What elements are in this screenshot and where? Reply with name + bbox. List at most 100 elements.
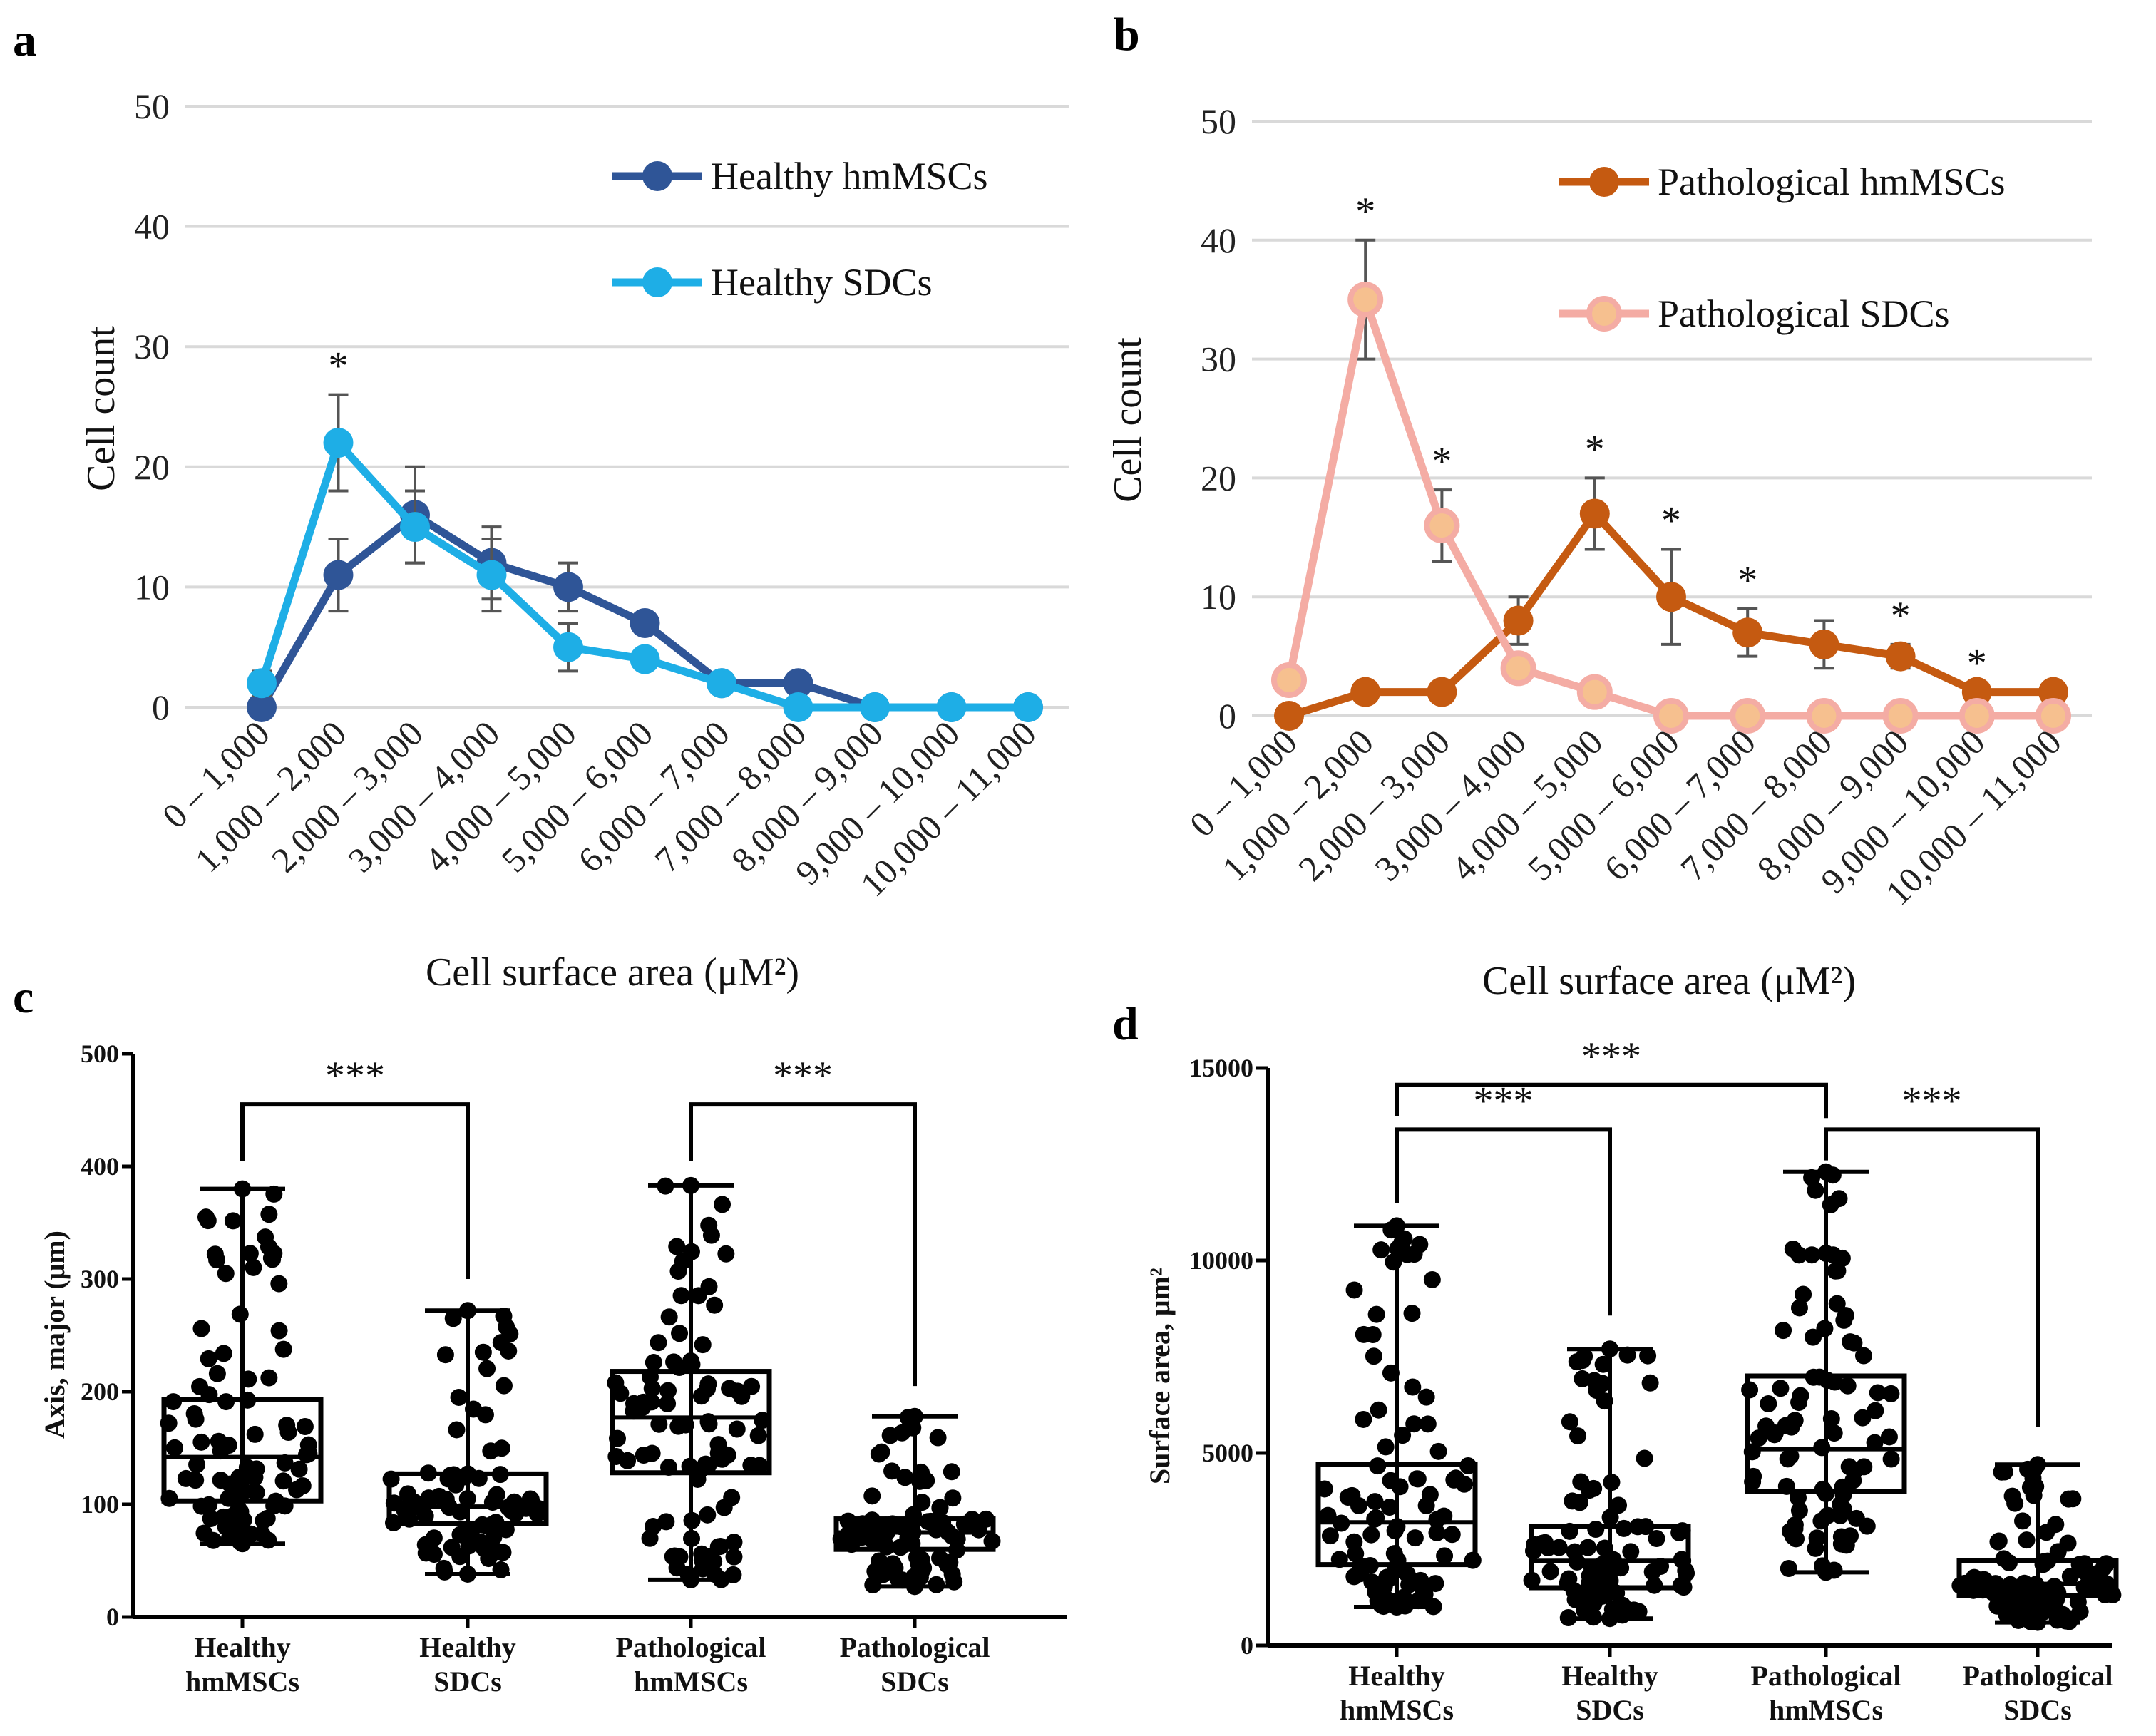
data-point — [1790, 1394, 1808, 1412]
y-tick-label: 100 — [81, 1490, 119, 1519]
data-point — [1550, 1539, 1568, 1556]
legend-label: Healthy SDCs — [711, 261, 933, 304]
data-point — [1366, 1510, 1384, 1528]
y-axis-title: Cell count — [1106, 337, 1150, 503]
box — [610, 1369, 772, 1476]
data-point — [671, 1325, 689, 1342]
panel-label: a — [13, 14, 36, 66]
data-point — [444, 1310, 462, 1327]
data-point — [1855, 1458, 1873, 1476]
x-category-label: SDCs — [881, 1665, 949, 1698]
data-point — [672, 1287, 690, 1305]
data-point — [507, 1505, 525, 1523]
data-point — [1585, 1479, 1603, 1497]
data-point — [1579, 498, 1610, 529]
data-point — [215, 1345, 232, 1362]
data-point — [1535, 1536, 1553, 1554]
data-point — [723, 1489, 741, 1506]
data-point — [1610, 1496, 1628, 1514]
data-point — [936, 692, 967, 722]
series-2: Healthy SDCs — [247, 261, 1043, 722]
data-point — [1427, 677, 1457, 707]
y-tick-label: 0 — [1241, 1631, 1253, 1660]
data-point — [883, 1462, 901, 1480]
x-category-label: hmMSCs — [634, 1665, 748, 1698]
data-point — [1564, 1492, 1581, 1510]
data-point — [553, 572, 583, 602]
data-point — [1845, 1334, 1863, 1352]
data-point — [1372, 1241, 1390, 1259]
data-point — [650, 1415, 668, 1433]
data-point — [1782, 1418, 1800, 1436]
data-point — [1832, 1535, 1850, 1553]
data-point — [270, 1322, 288, 1340]
x-category-label: hmMSCs — [185, 1665, 299, 1698]
data-point — [1411, 1236, 1429, 1253]
data-point — [493, 1439, 510, 1457]
y-tick-label: 0 — [152, 687, 170, 727]
data-point — [1367, 1583, 1385, 1601]
data-point — [650, 1334, 667, 1352]
data-point — [1377, 1438, 1395, 1456]
box-group — [160, 1180, 324, 1553]
data-point — [607, 1374, 625, 1392]
data-point — [783, 668, 813, 699]
data-point — [188, 1456, 206, 1474]
significance-marker: * — [1737, 558, 1757, 602]
data-point — [1790, 1299, 1808, 1317]
data-point — [1576, 1347, 1593, 1365]
data-point — [208, 1251, 226, 1269]
data-point — [270, 1275, 288, 1293]
data-point — [1885, 641, 1916, 672]
x-category-label: Pathological — [839, 1631, 990, 1663]
legend-label: Pathological hmMSCs — [1658, 160, 2006, 203]
data-point — [1880, 1428, 1898, 1446]
data-point — [247, 692, 277, 722]
data-point — [258, 1509, 276, 1527]
y-tick-label: 10 — [134, 567, 170, 607]
series-1: Pathological hmMSCs — [1274, 160, 2068, 731]
data-point — [278, 1417, 296, 1434]
data-point — [417, 1544, 435, 1562]
data-point — [2061, 1568, 2079, 1586]
data-point — [943, 1463, 960, 1481]
data-point — [1854, 1409, 1872, 1427]
data-point — [1840, 1458, 1858, 1476]
data-point — [1622, 1543, 1640, 1561]
data-point — [300, 1444, 318, 1462]
data-point — [192, 1433, 210, 1451]
data-point — [450, 1388, 468, 1406]
data-point — [1378, 1568, 1396, 1586]
data-point — [260, 1531, 277, 1549]
data-point — [488, 1543, 505, 1561]
data-point — [1772, 1380, 1790, 1397]
data-point — [1612, 1559, 1630, 1577]
data-point — [1829, 1262, 1847, 1280]
data-point — [1996, 1463, 2013, 1481]
data-point — [1443, 1526, 1461, 1544]
data-point — [944, 1489, 962, 1507]
data-point — [717, 1245, 735, 1263]
data-point — [700, 1415, 718, 1433]
data-point — [1828, 1295, 1846, 1313]
data-point — [231, 1305, 249, 1323]
data-point — [931, 1499, 949, 1516]
legend-marker — [1586, 296, 1622, 332]
x-category-label: Healthy — [419, 1631, 516, 1663]
data-point — [290, 1460, 308, 1478]
x-axis-title: Cell surface area (μM²) — [426, 950, 799, 995]
data-point — [2098, 1555, 2115, 1573]
data-point — [1730, 698, 1766, 734]
data-point — [399, 1485, 416, 1503]
data-point — [1858, 1517, 1876, 1535]
data-point — [1808, 1529, 1826, 1547]
data-point — [1576, 674, 1613, 710]
data-point — [1641, 1374, 1659, 1392]
data-point — [1345, 1281, 1363, 1299]
data-point — [2018, 1531, 2036, 1549]
data-point — [643, 1393, 661, 1411]
y-tick-label: 0 — [106, 1603, 119, 1631]
y-tick-label: 50 — [1201, 101, 1236, 141]
